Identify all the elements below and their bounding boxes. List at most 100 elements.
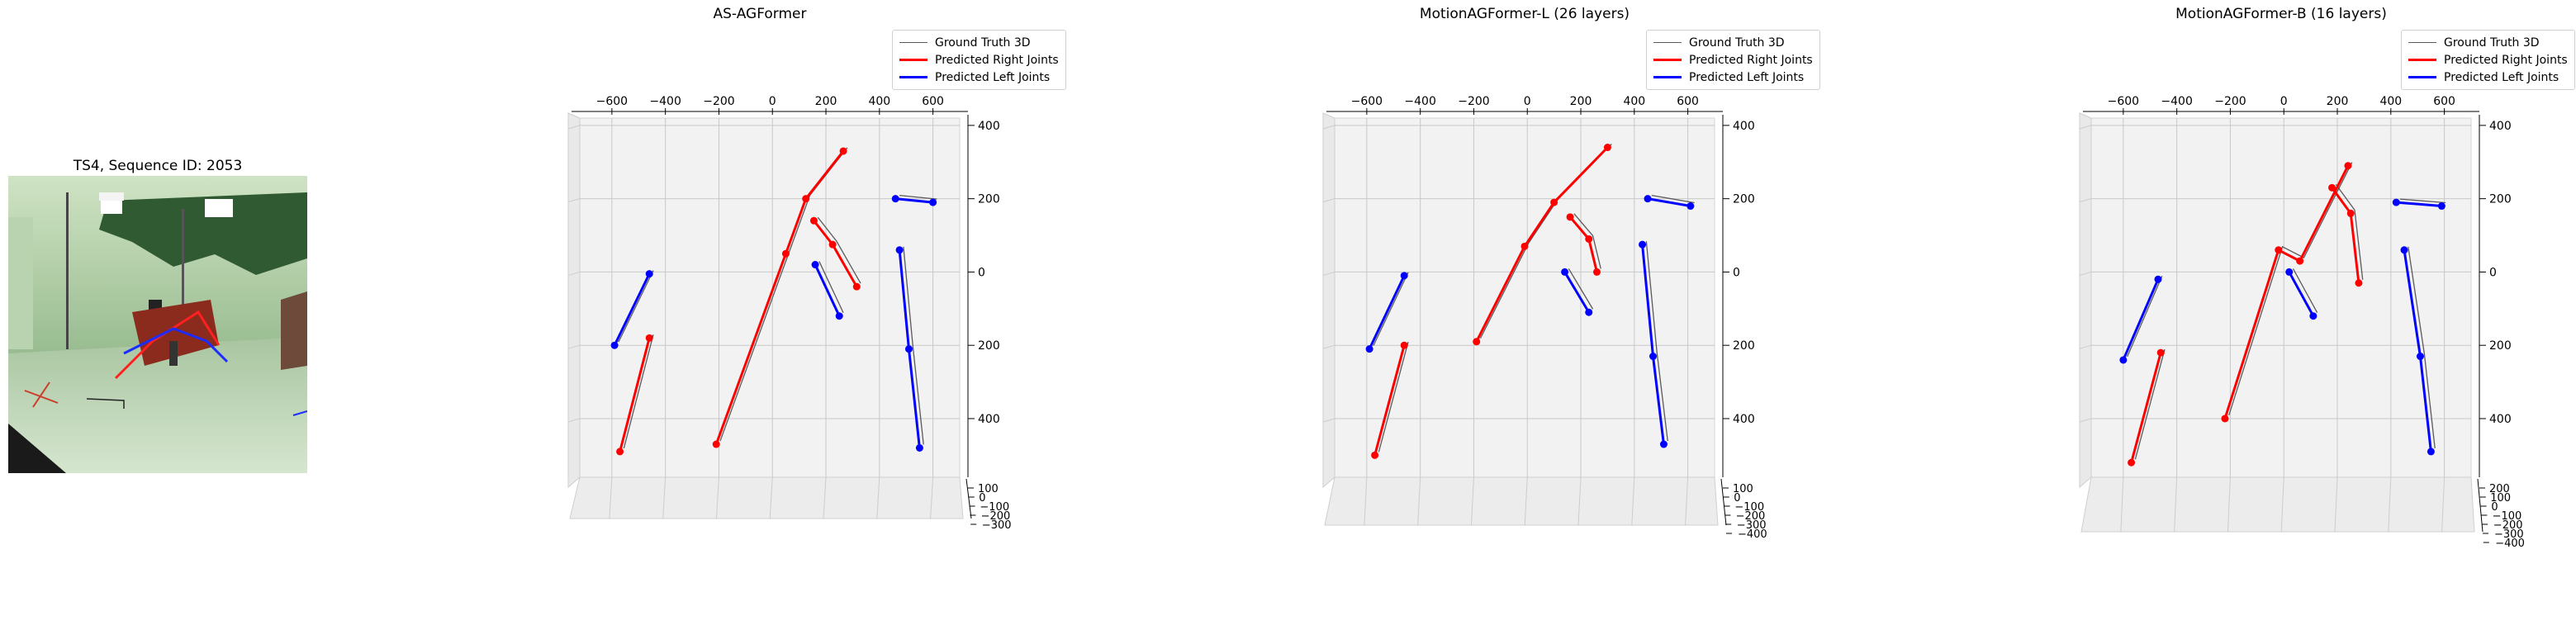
- floor-gridline: [876, 476, 880, 519]
- predicted-right-joint: [852, 282, 861, 291]
- side-gridline: [1322, 198, 1335, 203]
- predicted-right-joint: [2275, 246, 2283, 254]
- predicted-right-joint: [1473, 338, 1481, 346]
- predicted-right-joint: [1566, 213, 1574, 221]
- x-tick-label: −400: [649, 95, 681, 108]
- y-tick-label: 400: [1733, 120, 1755, 133]
- predicted-left-bone: [1368, 275, 1406, 350]
- y-tick-label: 200: [2489, 339, 2512, 353]
- z-tick-label: −200: [981, 510, 1011, 523]
- x-tick-label: −600: [1351, 95, 1383, 108]
- back-pane: [2090, 117, 2472, 478]
- predicted-left-joint: [1585, 308, 1593, 316]
- predicted-left-joint: [2119, 356, 2128, 364]
- x-tick-label: 400: [2379, 95, 2402, 108]
- predicted-left-joint: [1649, 353, 1657, 361]
- ground-truth-bone: [817, 216, 861, 284]
- legend-item-right-joints: Predicted Right Joints: [2408, 51, 2568, 69]
- z-tick-label: 100: [1733, 483, 1753, 495]
- predicted-left-joint: [1644, 195, 1652, 203]
- legend-panel-2: Ground Truth 3D Predicted Right Joints P…: [1646, 30, 1820, 90]
- side-gridline: [2079, 271, 2092, 276]
- floor-pane: [2080, 476, 2475, 533]
- side-gridline: [2079, 344, 2092, 349]
- left-joints-swatch: [1653, 76, 1682, 78]
- x-tick-label: −600: [2108, 95, 2139, 108]
- y-tick-label: 400: [2489, 413, 2512, 426]
- predicted-left-joint: [645, 270, 653, 278]
- predicted-left-joint: [2400, 246, 2408, 254]
- predicted-right-joint: [2328, 183, 2336, 192]
- predicted-left-bone: [1563, 271, 1591, 314]
- y-tick-label: 200: [2489, 193, 2512, 206]
- floor-gridline: [823, 476, 827, 519]
- legend-item-right-joints: Predicted Right Joints: [899, 51, 1059, 69]
- predicted-left-joint: [1659, 440, 1668, 448]
- predicted-left-joint: [1561, 268, 1569, 276]
- ground-truth-bone: [2228, 162, 2353, 416]
- predicted-right-bone: [619, 337, 651, 452]
- predicted-right-bone: [714, 150, 845, 445]
- z-tick-label: −200: [1736, 510, 1766, 523]
- y-tick-label: 0: [2489, 266, 2497, 279]
- left-joints-swatch: [899, 76, 927, 78]
- predicted-right-bone: [2223, 165, 2350, 419]
- floor-gridline: [1470, 476, 1474, 526]
- ground-truth-bone: [2134, 348, 2166, 460]
- floor-gridline: [1685, 476, 1689, 526]
- predicted-left-joint: [1639, 240, 1647, 249]
- ground-truth-bone: [2335, 183, 2364, 280]
- legend-item-left-joints: Predicted Left Joints: [2408, 69, 2568, 86]
- floor-gridline: [2120, 476, 2124, 533]
- predicted-left-joint: [811, 261, 819, 269]
- predicted-right-joint: [2355, 279, 2363, 287]
- floor-gridline: [2334, 476, 2338, 533]
- floor-pane: [569, 476, 964, 519]
- ground-truth-bone: [903, 246, 924, 445]
- floor-gridline: [2227, 476, 2231, 533]
- predicted-right-joint: [802, 195, 810, 203]
- predicted-left-joint: [835, 312, 843, 320]
- predicted-left-joint: [2416, 353, 2424, 361]
- predicted-left-joint: [2427, 448, 2435, 456]
- predicted-right-joint: [1400, 341, 1408, 349]
- predicted-right-joint: [2128, 458, 2136, 467]
- legend-label: Predicted Left Joints: [935, 70, 1051, 84]
- right-joints-swatch: [2408, 59, 2436, 61]
- predicted-left-joint: [1686, 202, 1695, 211]
- side-gridline: [567, 198, 581, 203]
- legend-item-ground-truth: Ground Truth 3D: [2408, 34, 2568, 51]
- side-gridline: [567, 418, 581, 423]
- y-tick-label: 200: [1733, 339, 1755, 353]
- panel-1-title: AS-AGFormer: [713, 6, 807, 22]
- z-tick-label: −400: [1738, 528, 1767, 541]
- predicted-left-joint: [2154, 275, 2162, 283]
- floor-gridline: [1524, 476, 1528, 526]
- y-tick-label: 400: [978, 413, 1000, 426]
- predicted-right-joint: [1592, 268, 1601, 276]
- z-tick-label: −300: [2494, 528, 2524, 541]
- z-tick-label: −400: [2495, 538, 2525, 550]
- predicted-left-bone: [2288, 271, 2315, 317]
- x-tick-label: 0: [1524, 95, 1531, 108]
- floor-gridline: [1631, 476, 1635, 526]
- y-tick-label: 400: [1733, 413, 1755, 426]
- predicted-right-bone: [1475, 146, 1609, 343]
- legend-label: Ground Truth 3D: [1689, 36, 1785, 50]
- predicted-right-joint: [781, 249, 790, 258]
- ground-truth-bone: [818, 261, 844, 313]
- z-axis-line: [2477, 478, 2483, 533]
- panel-2-title: MotionAGFormer-L (26 layers): [1419, 6, 1630, 22]
- x-tick-label: 0: [769, 95, 776, 108]
- plot-panel-3: −600 −400 −200 0 200 400 600400200020040020010…: [2079, 95, 2525, 550]
- legend-panel-3: Ground Truth 3D Predicted Right Joints P…: [2401, 30, 2575, 90]
- predicted-left-bone: [2396, 201, 2442, 208]
- z-tick-label: 0: [979, 492, 985, 504]
- floor-gridline: [1364, 476, 1368, 526]
- mocap-scene-illustration: [8, 176, 307, 473]
- legend-item-ground-truth: Ground Truth 3D: [899, 34, 1059, 51]
- side-gridline: [567, 344, 581, 349]
- predicted-left-joint: [1400, 272, 1408, 280]
- predicted-right-joint: [809, 216, 818, 225]
- ground-truth-bone: [623, 334, 654, 449]
